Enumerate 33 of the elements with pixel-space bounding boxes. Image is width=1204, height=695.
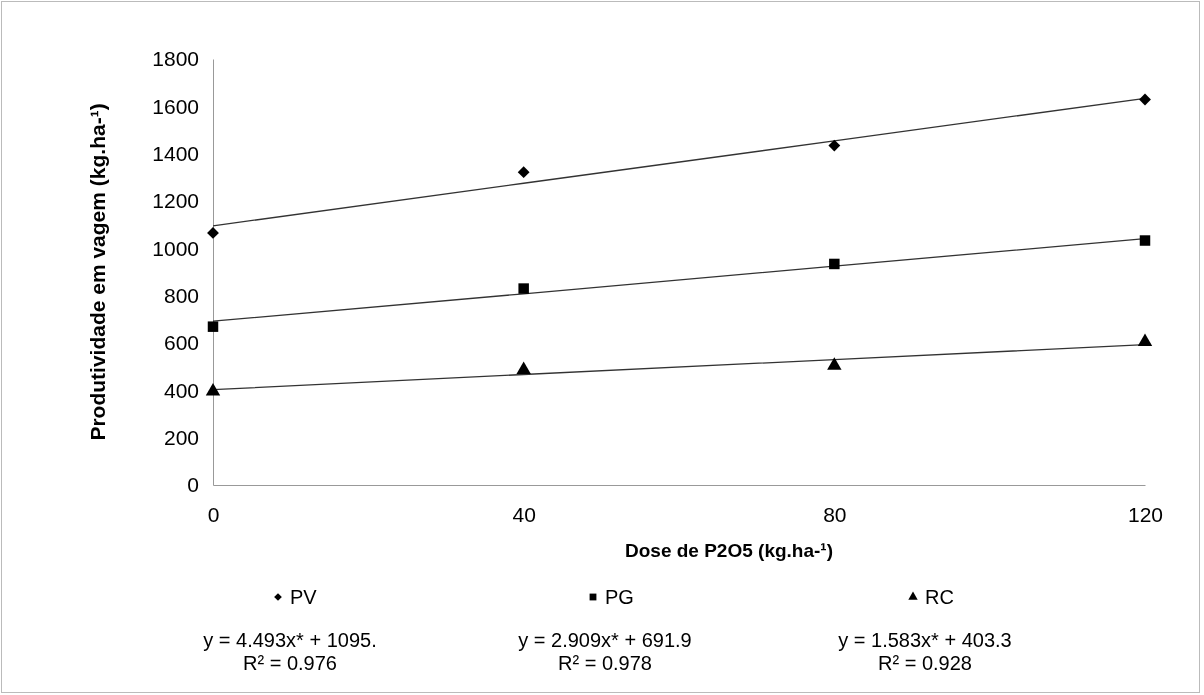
legend-label: RC: [925, 586, 954, 608]
text: y = 2.909x* + 691.9 R² = 0.978: [518, 629, 692, 674]
text: y = 1.583x* + 403.3 R² = 0.928: [838, 629, 1012, 674]
y-tick-label: 800: [163, 283, 199, 307]
x-tick-label: 120: [1127, 502, 1164, 526]
y-tick-label: 1200: [152, 189, 199, 213]
y-tick-label: 400: [163, 378, 199, 402]
y-axis-title: Produtividade em vagem (kg.ha-¹): [86, 103, 109, 441]
x-tick-label: 40: [512, 502, 536, 526]
x-tick-label: 80: [823, 502, 847, 526]
point: [828, 139, 841, 152]
y-tick-label: 1800: [152, 47, 199, 71]
point: [1137, 333, 1153, 346]
point: [827, 357, 842, 370]
point: [1139, 235, 1151, 246]
legend-label: PV: [290, 586, 318, 608]
point: [517, 166, 530, 179]
point: [518, 283, 529, 294]
x-axis-title: Dose de P2O5 (kg.ha-¹): [625, 540, 833, 561]
y-tick-label: 0: [187, 473, 199, 497]
y-tick-label: 1400: [152, 141, 199, 165]
y-tick-label: 1600: [152, 94, 199, 118]
point: [205, 382, 221, 396]
y-tick-label: 600: [163, 331, 199, 355]
legend-label: PG: [605, 586, 634, 608]
y-tick-label: 1000: [152, 236, 199, 260]
point: [207, 321, 219, 332]
point: [516, 361, 531, 374]
y-tick-label: 200: [163, 425, 199, 449]
text: y = 4.493x* + 1095. R² = 0.976: [203, 629, 377, 674]
x-tick-label: 0: [207, 502, 220, 526]
point: [829, 258, 840, 270]
point: [1139, 93, 1151, 106]
